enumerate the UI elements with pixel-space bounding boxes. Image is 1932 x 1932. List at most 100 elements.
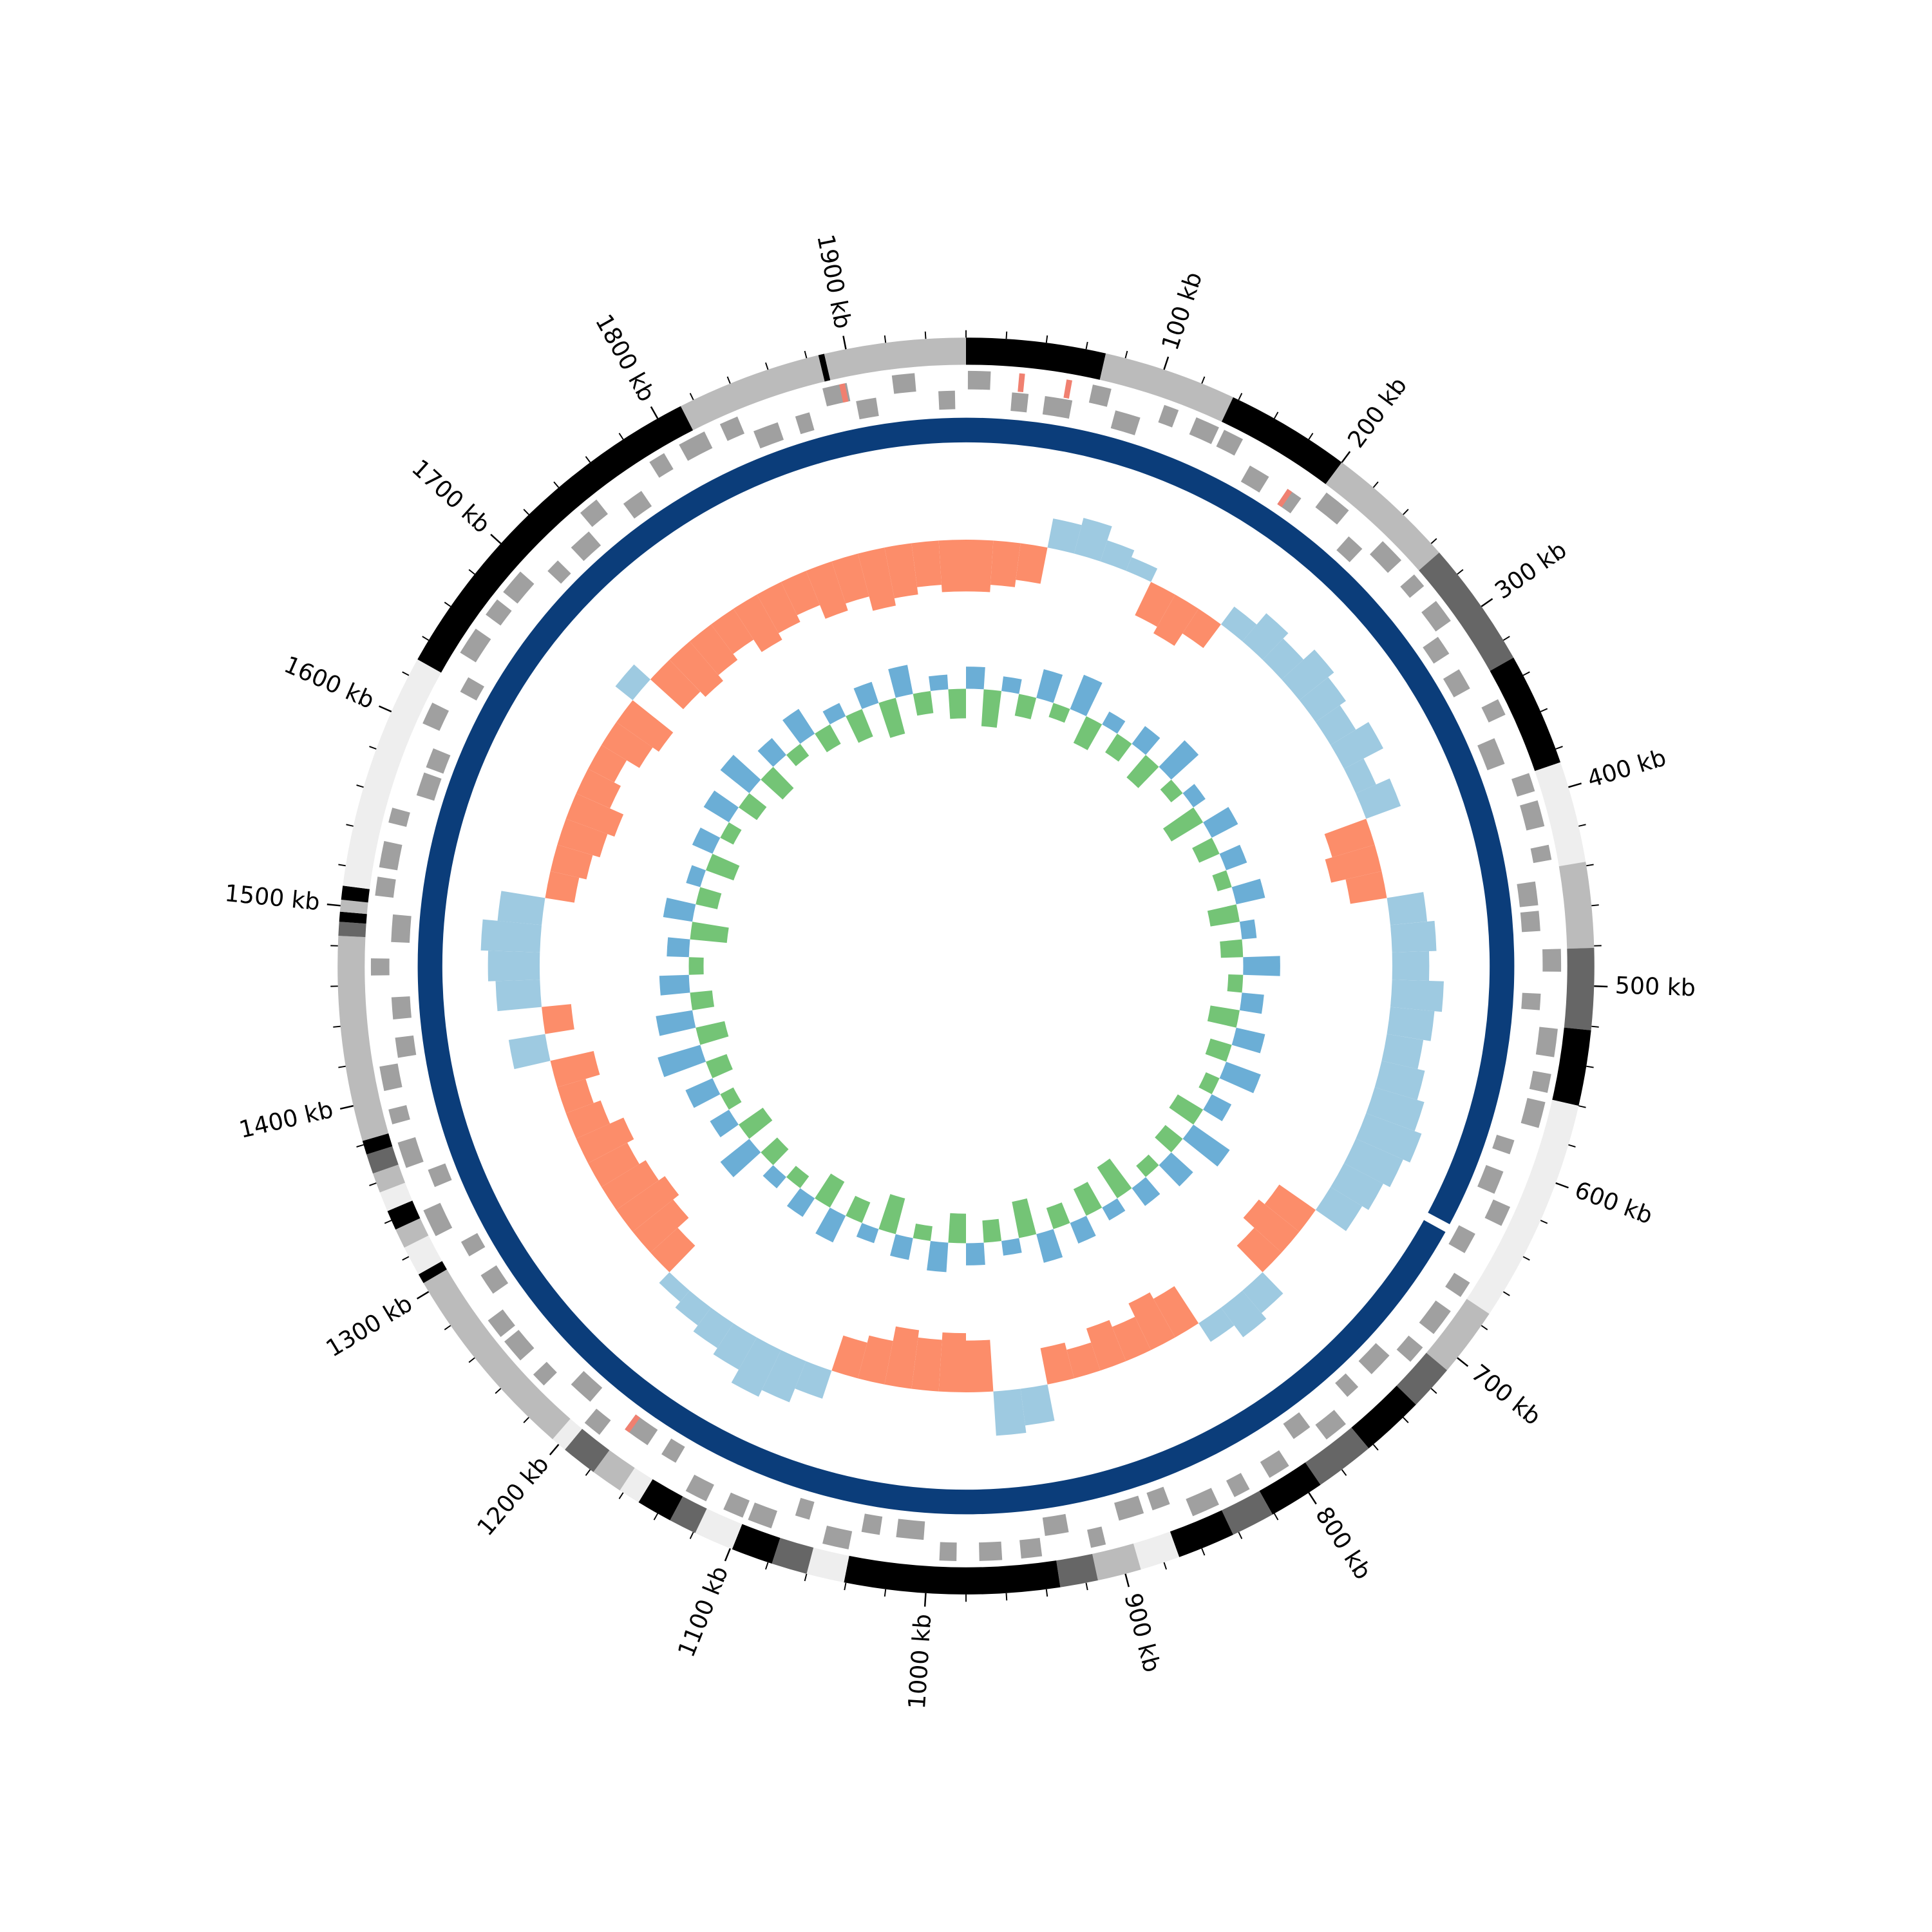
gc-content-bar bbox=[786, 744, 810, 766]
gc-content-bar bbox=[982, 1218, 1002, 1243]
minor-tick bbox=[689, 1531, 694, 1539]
gc-content-bar bbox=[948, 688, 966, 719]
gc-content-bar bbox=[1102, 1198, 1126, 1221]
band bbox=[1466, 1099, 1579, 1314]
gene bbox=[1423, 636, 1450, 664]
gene bbox=[1110, 410, 1141, 435]
gene bbox=[488, 1309, 515, 1338]
gc-content-bar bbox=[1231, 1027, 1265, 1054]
band bbox=[670, 1496, 707, 1533]
gc-content-bar bbox=[1001, 1238, 1022, 1256]
gc-content-bar bbox=[1160, 779, 1183, 802]
gene bbox=[896, 1519, 925, 1540]
gc-skew-bar bbox=[911, 1337, 942, 1392]
gc-content-bar bbox=[948, 1213, 966, 1244]
gene bbox=[1240, 465, 1269, 493]
gene bbox=[388, 1104, 410, 1124]
gc-content-bar bbox=[1073, 1182, 1103, 1216]
band bbox=[966, 337, 1106, 380]
minor-tick bbox=[1273, 412, 1279, 419]
tick-label: 1400 kb bbox=[236, 1095, 336, 1144]
gc-content-bar bbox=[696, 1021, 729, 1045]
minor-tick bbox=[523, 509, 529, 515]
gene bbox=[822, 1525, 853, 1549]
major-tick bbox=[416, 1291, 430, 1300]
band bbox=[404, 1235, 442, 1274]
minor-tick bbox=[1540, 1220, 1548, 1224]
gc-content-bar bbox=[720, 754, 761, 793]
minor-tick bbox=[1430, 1388, 1437, 1394]
gene bbox=[584, 1408, 611, 1435]
gene bbox=[979, 1541, 1003, 1561]
gene bbox=[861, 1513, 883, 1535]
gene bbox=[580, 499, 608, 527]
gc-skew-bar bbox=[1198, 1307, 1235, 1342]
minor-tick bbox=[765, 362, 769, 370]
gc-content-bar bbox=[1239, 992, 1264, 1014]
band bbox=[417, 406, 694, 673]
gene bbox=[1481, 699, 1506, 723]
gc-skew-bar bbox=[495, 980, 542, 1012]
gc-content-bar bbox=[762, 1165, 786, 1189]
minor-tick bbox=[444, 601, 451, 607]
gc-content-bar bbox=[1203, 807, 1238, 838]
gc-content-bar bbox=[1239, 919, 1257, 940]
minor-tick bbox=[346, 824, 354, 827]
gc-skew-bar bbox=[1040, 1342, 1074, 1385]
gc-content-bar bbox=[966, 1242, 985, 1265]
minor-tick bbox=[884, 1589, 887, 1597]
minor-tick bbox=[618, 433, 624, 440]
gene bbox=[486, 599, 512, 626]
gene bbox=[1042, 1513, 1069, 1537]
gc-content-bar bbox=[1220, 939, 1244, 958]
gc-skew-bar bbox=[616, 1176, 679, 1232]
major-tick bbox=[1555, 1182, 1569, 1189]
gene bbox=[1019, 1538, 1043, 1559]
gc-content-bar bbox=[1212, 870, 1232, 892]
minor-tick bbox=[402, 671, 410, 676]
gc-skew-bar bbox=[565, 1100, 611, 1139]
gc-content-bar bbox=[1126, 755, 1159, 788]
major-tick bbox=[1341, 451, 1351, 463]
minor-tick bbox=[356, 784, 364, 788]
major-tick bbox=[1481, 598, 1493, 607]
gc-content-bar bbox=[1036, 1229, 1063, 1263]
gc-skew-bar bbox=[1020, 1384, 1055, 1426]
band bbox=[681, 355, 825, 431]
minor-tick bbox=[1201, 376, 1206, 384]
gene bbox=[1521, 992, 1541, 1010]
gene bbox=[571, 531, 601, 562]
band bbox=[418, 1261, 447, 1283]
tick-label: 1800 kb bbox=[590, 310, 661, 406]
gene bbox=[1042, 395, 1073, 419]
tick-label: 600 kb bbox=[1571, 1176, 1656, 1230]
gc-content-bar bbox=[1105, 734, 1132, 762]
minor-tick bbox=[523, 1417, 529, 1423]
gc-content-bar bbox=[1162, 807, 1204, 842]
gene bbox=[1277, 489, 1302, 514]
band bbox=[362, 1133, 393, 1155]
gc-skew-bar bbox=[1331, 1163, 1383, 1210]
gc-skew-bar bbox=[1135, 582, 1175, 627]
gc-skew-bar bbox=[675, 1291, 712, 1326]
gc-content-bar bbox=[878, 697, 905, 738]
gc-skew-bar bbox=[858, 547, 896, 611]
gc-skew-bar bbox=[1315, 705, 1356, 745]
minor-tick bbox=[1481, 1325, 1488, 1331]
band bbox=[1396, 1352, 1448, 1405]
ring-segment bbox=[966, 417, 1515, 1225]
gc-content-bar bbox=[888, 665, 913, 698]
gc-content-bar bbox=[663, 897, 696, 922]
band bbox=[806, 1548, 849, 1583]
minor-tick bbox=[1403, 1417, 1409, 1423]
gc-content-bar bbox=[913, 1224, 933, 1241]
gene bbox=[547, 560, 571, 584]
minor-tick bbox=[1502, 636, 1510, 641]
gc-content-bar bbox=[1169, 1094, 1204, 1125]
gc-skew-bar bbox=[1345, 871, 1387, 904]
gene bbox=[428, 1163, 452, 1188]
gc-content-bar bbox=[706, 1054, 733, 1079]
gc-skew-bar bbox=[1153, 594, 1199, 646]
band bbox=[338, 922, 366, 938]
